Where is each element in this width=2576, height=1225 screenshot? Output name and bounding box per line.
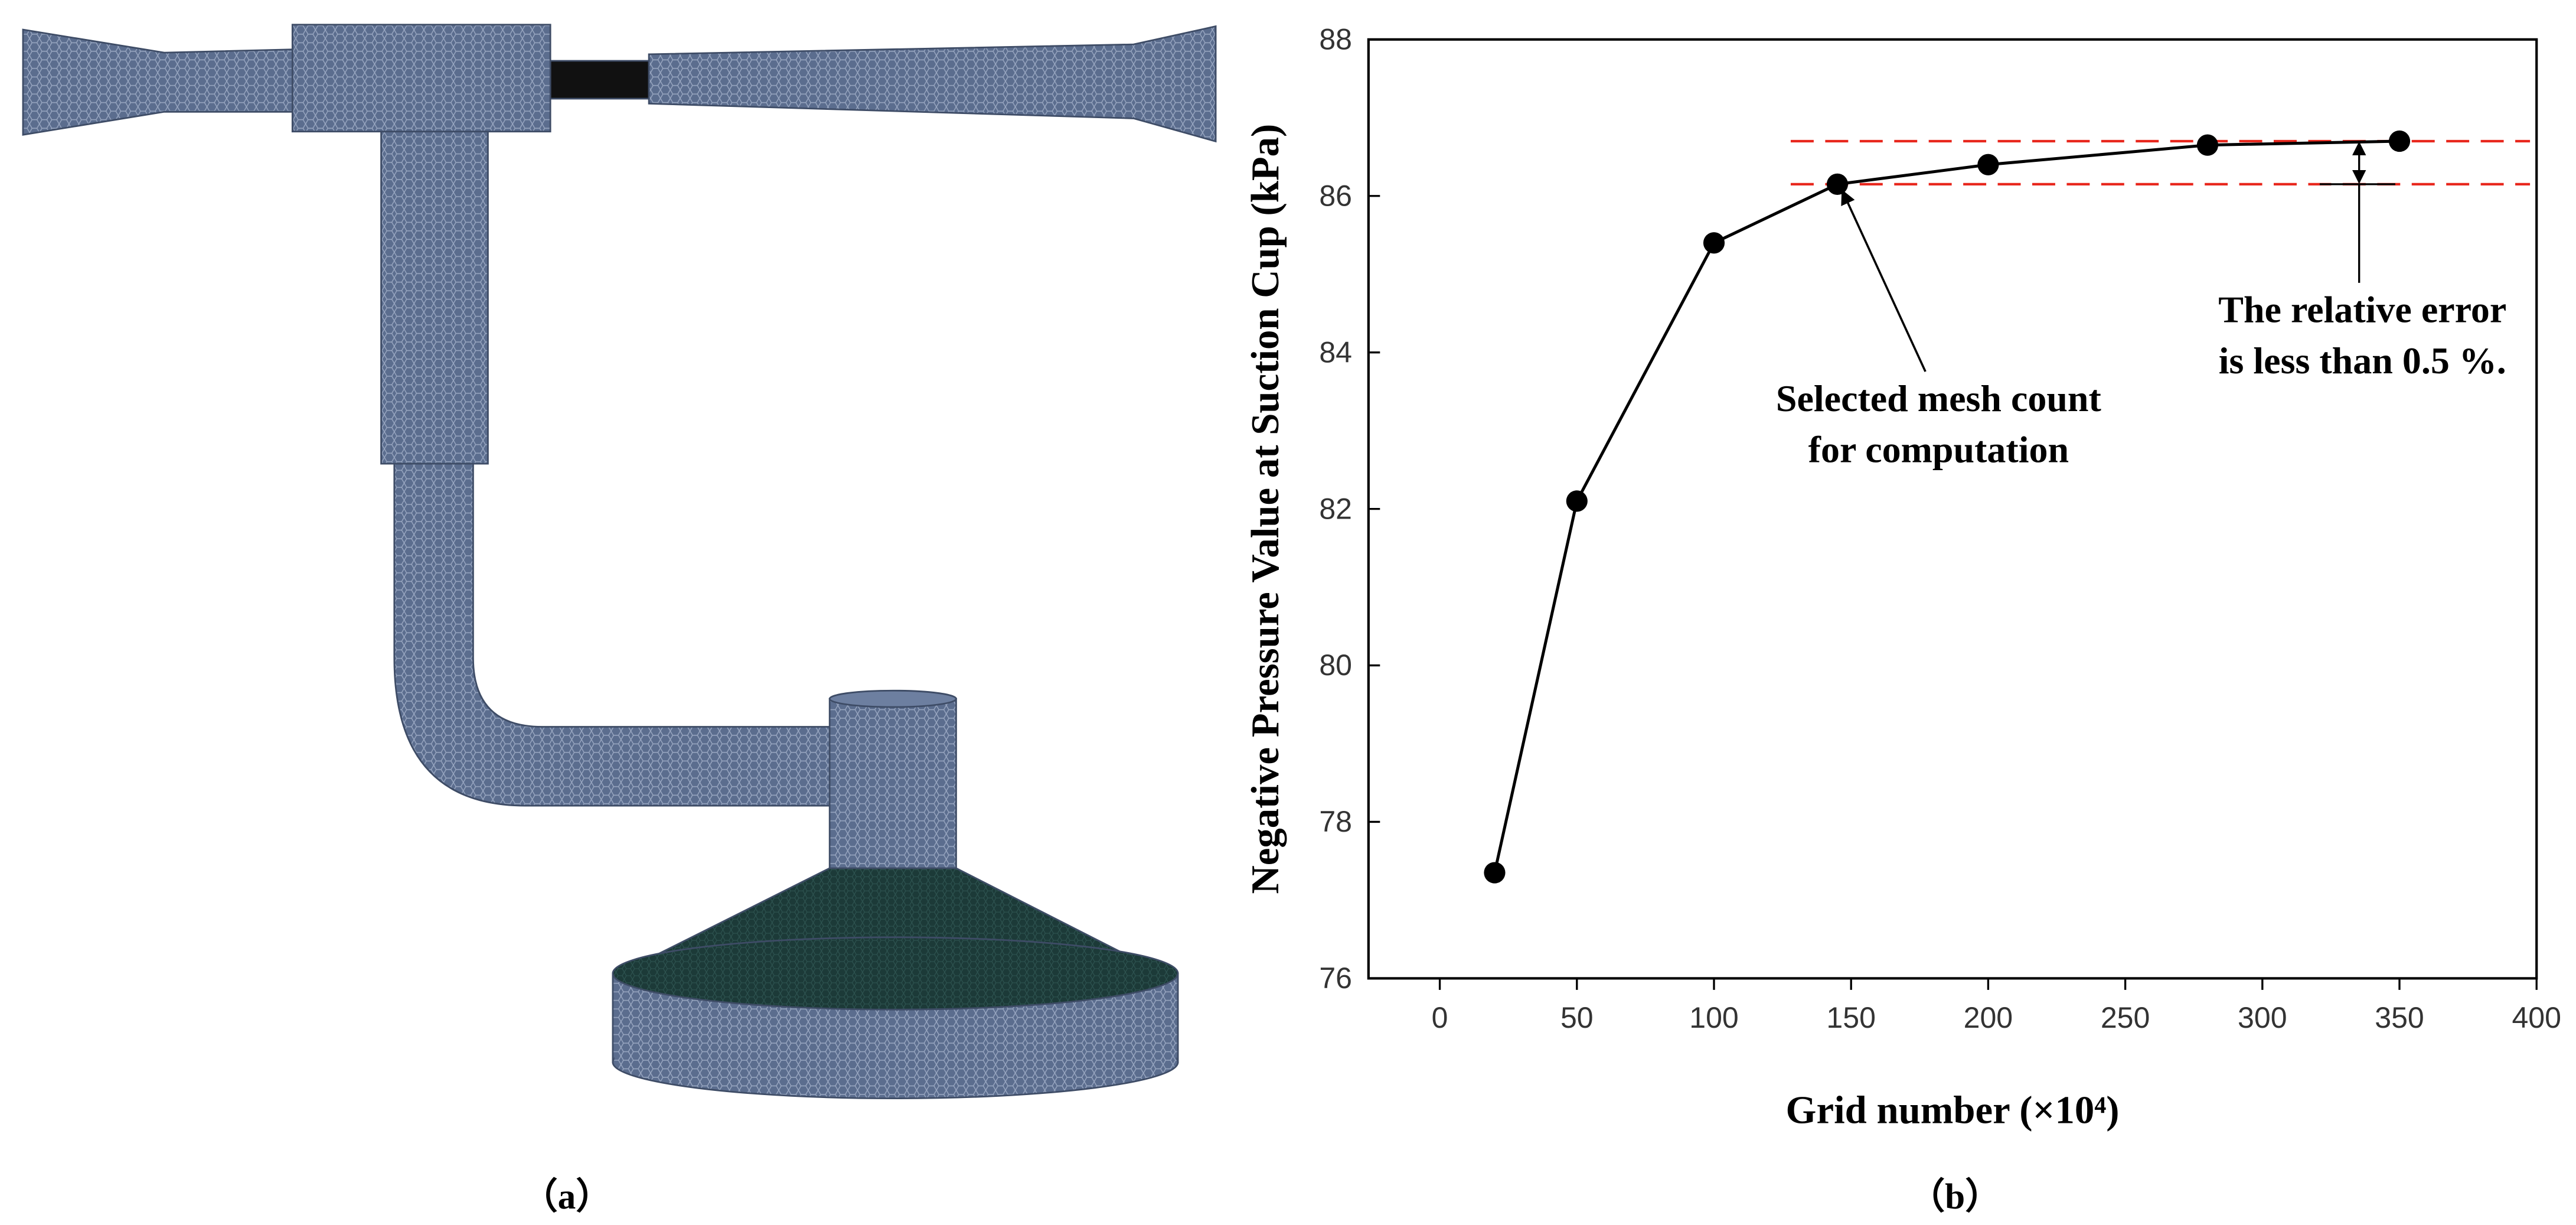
mesh-model	[22, 24, 1217, 1100]
plot-frame	[1367, 38, 2538, 980]
y-tick-label: 80	[1319, 649, 1352, 682]
y-tick-label: 88	[1319, 23, 1352, 56]
data-point	[1977, 154, 1999, 175]
data-point	[2196, 134, 2219, 156]
panel-label: （b）	[1909, 1177, 2001, 1217]
x-tick-label: 300	[2238, 1001, 2287, 1034]
annotation: The relative error	[2218, 289, 2506, 331]
y-tick-label: 84	[1319, 335, 1352, 369]
annotation: Selected mesh count	[1776, 377, 2102, 419]
panel-label: （a）	[521, 1177, 612, 1217]
plot: 76 78 80 82 84 86 88 0 50 100 150 200 250 300 350 400 Gr…	[1243, 23, 2561, 1132]
x-tick-label: 0	[1432, 1001, 1448, 1034]
annotation-arrow	[1841, 189, 1927, 372]
data-point	[1826, 173, 1849, 195]
annotation: for computation	[1808, 428, 2069, 470]
x-tick-label: 100	[1689, 1001, 1739, 1034]
y-tick-label: 76	[1319, 962, 1352, 995]
y-tick-label: 82	[1319, 492, 1352, 525]
y-tick-label: 78	[1319, 805, 1352, 838]
series-line	[1493, 139, 2400, 874]
x-tick-label: 400	[2512, 1001, 2561, 1034]
data-point	[2388, 130, 2411, 152]
x-tick-label: 350	[2375, 1001, 2424, 1034]
x-tick-label: 200	[1964, 1001, 2013, 1034]
x-axis-label: Grid number (×10⁴)	[1786, 1088, 2120, 1132]
data-point	[1703, 232, 1725, 254]
x-tick-label: 50	[1560, 1001, 1594, 1034]
y-axis-label: Negative Pressure Value at Suction Cup (…	[1243, 124, 1287, 894]
y-tick-label: 86	[1319, 179, 1352, 212]
x-tick-label: 150	[1826, 1001, 1876, 1034]
x-tick-label: 250	[2101, 1001, 2150, 1034]
annotation: is less than 0.5 %.	[2219, 340, 2506, 382]
data-point	[1484, 862, 1506, 884]
data-point	[1566, 490, 1588, 512]
